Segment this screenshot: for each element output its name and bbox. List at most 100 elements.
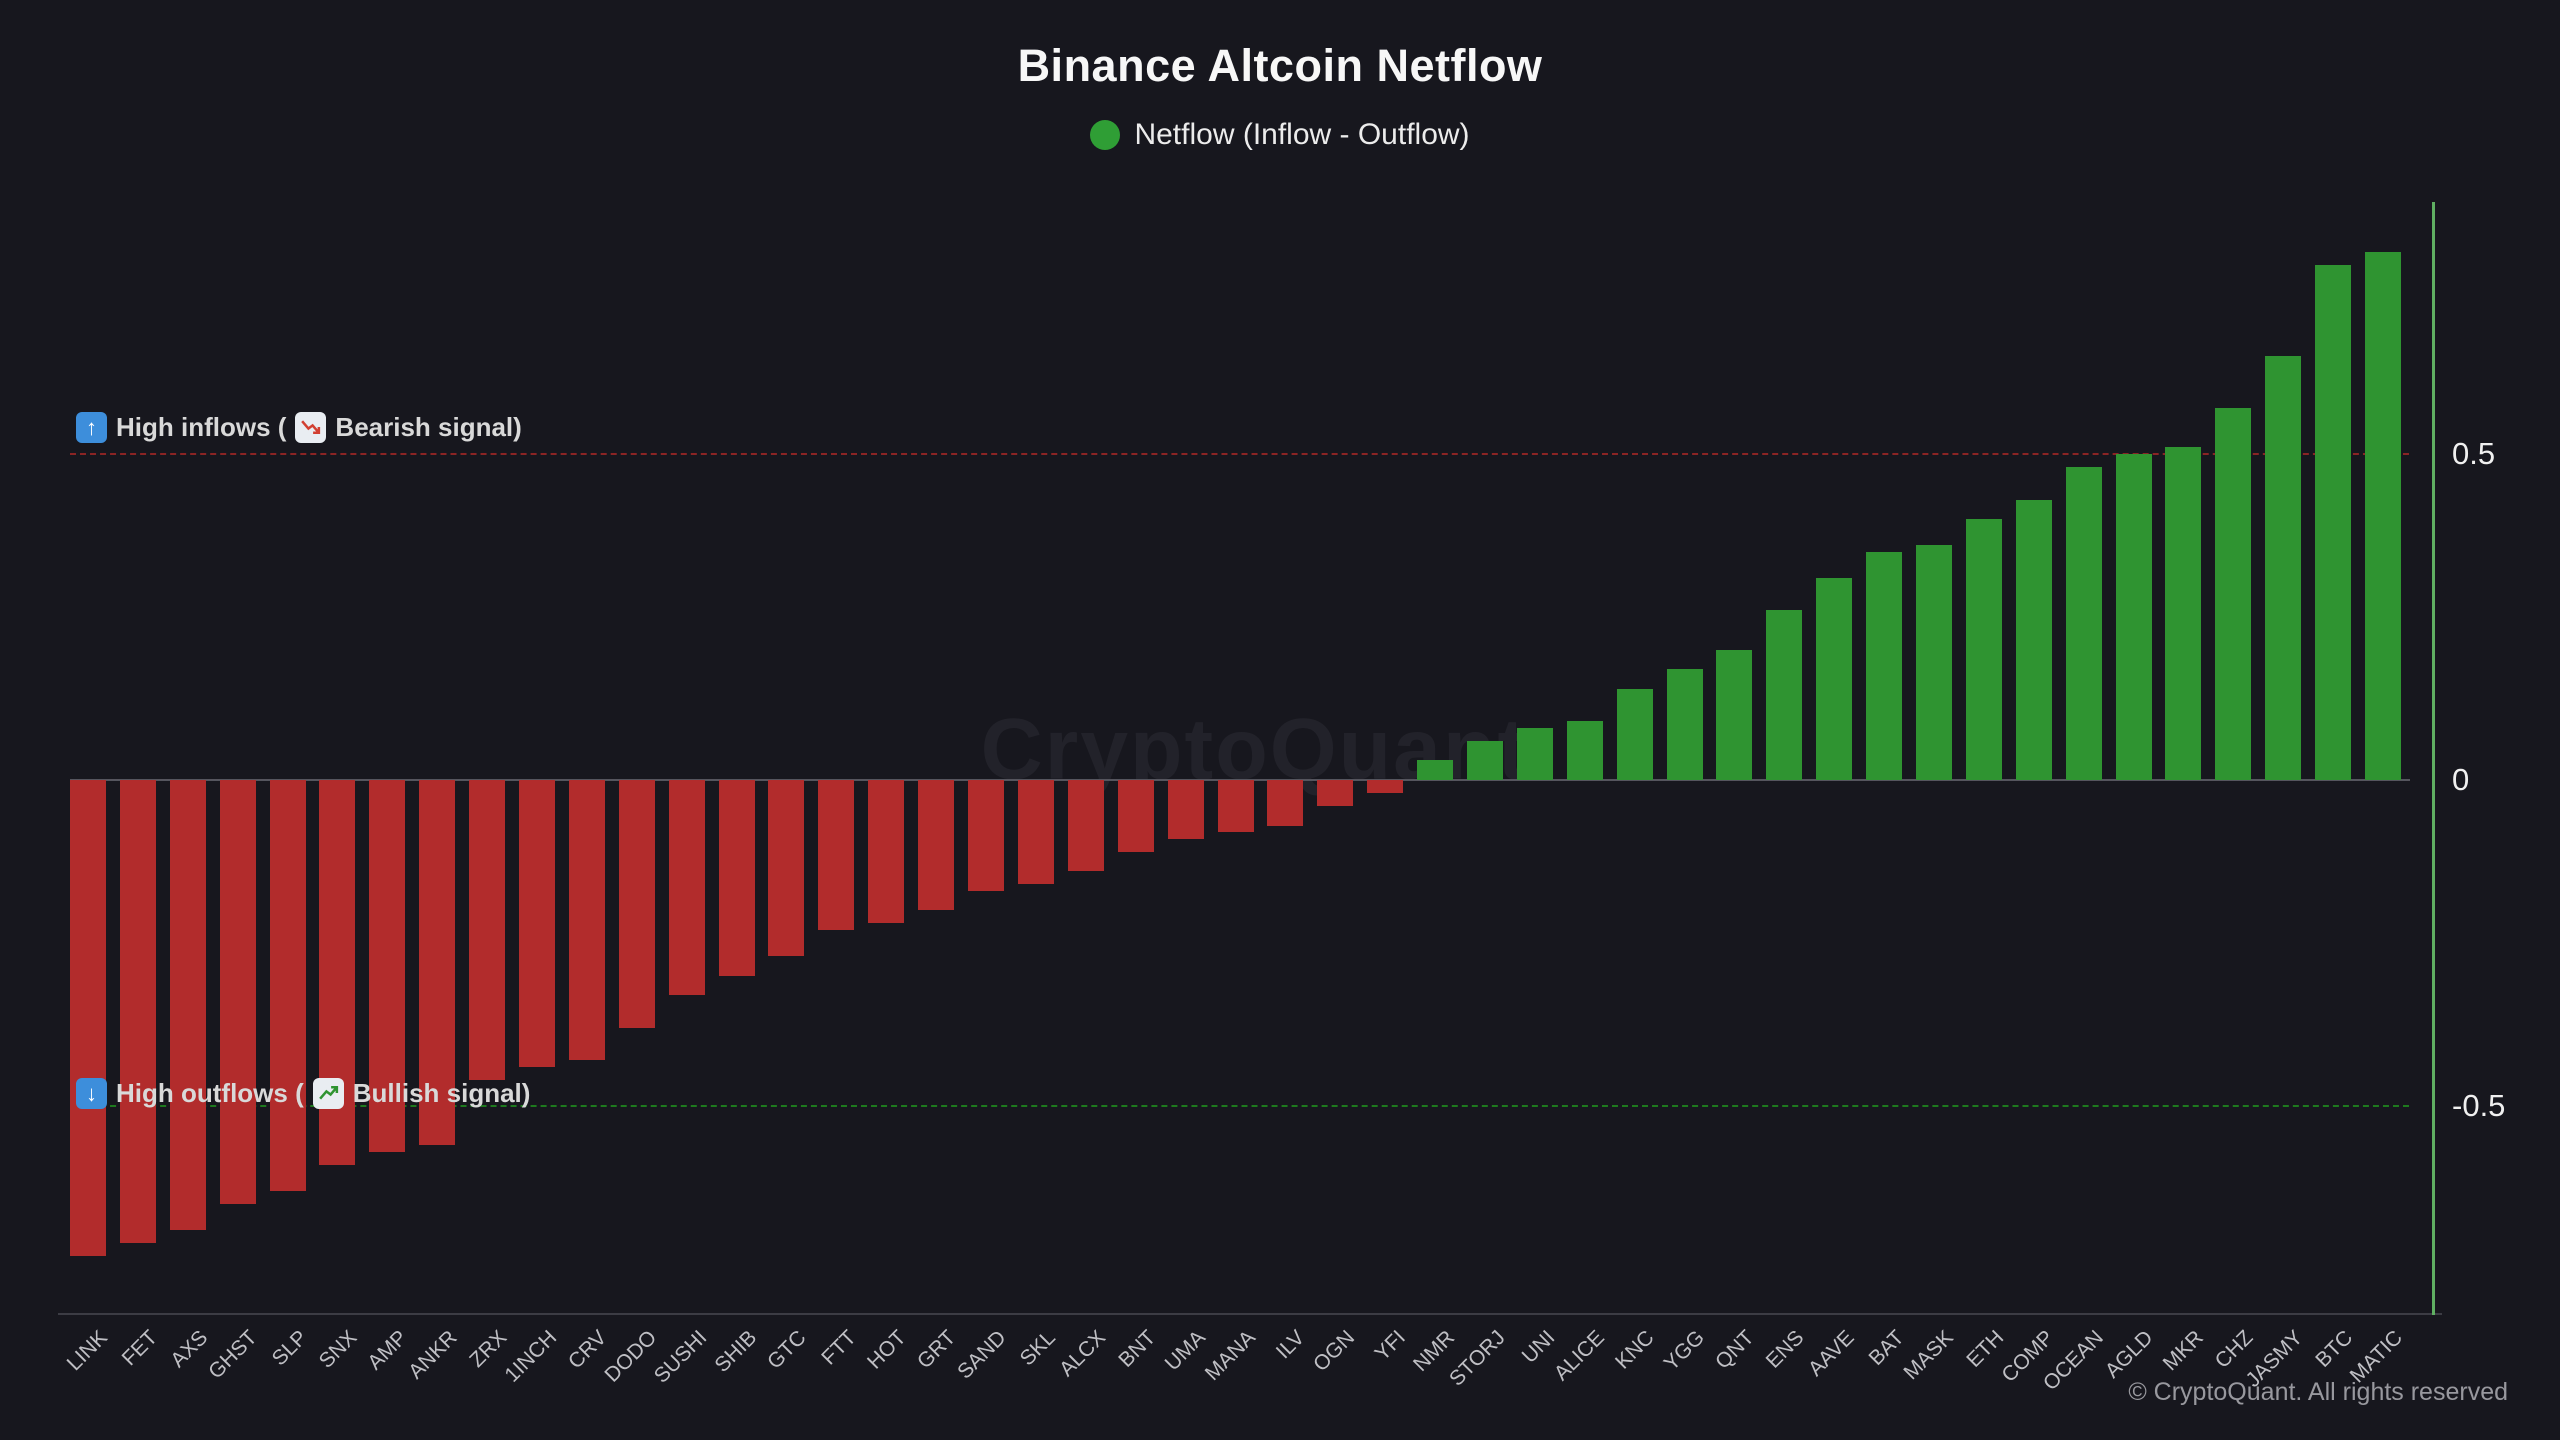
bar-1inch <box>519 780 556 1067</box>
bar-ens <box>1766 610 1803 780</box>
x-tick-mkr: MKR <box>2158 1326 2208 1376</box>
bar-sushi <box>668 780 705 996</box>
bar-matic <box>2365 251 2401 780</box>
x-tick-agld: AGLD <box>2101 1326 2158 1383</box>
bar-bat <box>1866 551 1903 780</box>
x-axis-line <box>58 1313 2442 1315</box>
bar-ilv <box>1267 780 1304 826</box>
x-tick-snx: SNX <box>314 1326 362 1373</box>
copyright-text: © CryptoQuant. All rights reserved <box>2128 1378 2508 1406</box>
bar-skl <box>1017 780 1054 885</box>
x-tick-slp: SLP <box>267 1326 312 1371</box>
bar-mkr <box>2165 447 2202 780</box>
x-tick-storj: STORJ <box>1444 1326 1510 1391</box>
bar-mask <box>1915 545 1952 780</box>
legend-label: Netflow (Inflow - Outflow) <box>1134 118 1470 151</box>
x-tick-gtc: GTC <box>763 1326 811 1374</box>
y-axis-line <box>2432 202 2435 1315</box>
chart-decreasing-icon <box>295 412 327 443</box>
bar-agld <box>2115 454 2152 780</box>
bar-btc <box>2315 264 2352 780</box>
page-title: Binance Altcoin Netflow <box>1017 40 1543 91</box>
bar-axs <box>169 780 206 1230</box>
x-tick-shib: SHIB <box>709 1326 761 1377</box>
x-tick-yfi: YFI <box>1370 1326 1410 1366</box>
bar-link <box>70 780 106 1256</box>
bar-ftt <box>818 780 855 930</box>
bar-jasmy <box>2265 356 2302 780</box>
bar-fet <box>119 780 156 1243</box>
high-inflows-annotation: ↑ High inflows ( Bearish signal) <box>76 412 522 443</box>
x-tick-alice: ALICE <box>1549 1326 1610 1386</box>
x-tick-sushi: SUSHI <box>649 1326 711 1388</box>
bar-ygg <box>1666 669 1703 780</box>
bar-sand <box>968 780 1005 891</box>
legend-dot-icon <box>1090 120 1121 150</box>
bearish-signal-label: Bearish signal) <box>335 412 522 442</box>
x-tick-fet: FET <box>117 1326 163 1371</box>
bar-dodo <box>618 780 655 1028</box>
bar-bnt <box>1117 780 1154 852</box>
bar-ogn <box>1317 780 1354 807</box>
bar-knc <box>1616 688 1653 780</box>
x-tick-ankr: ANKR <box>403 1326 462 1384</box>
x-tick-link: LINK <box>62 1326 113 1376</box>
legend: Netflow (Inflow - Outflow) <box>0 118 2560 152</box>
high-inflows-label: High inflows ( <box>116 412 287 442</box>
bar-uma <box>1167 780 1204 839</box>
bar-hot <box>868 780 905 924</box>
bar-storj <box>1466 740 1503 780</box>
bullish-signal-label: Bullish signal) <box>352 1078 531 1108</box>
x-tick-hot: HOT <box>862 1326 911 1374</box>
arrow-down-icon: ↓ <box>76 1078 107 1109</box>
bar-mana <box>1217 780 1254 833</box>
high-outflows-label: High outflows ( <box>116 1078 304 1108</box>
y-tick-0.5: 0.5 <box>2452 436 2496 471</box>
bar-nmr <box>1417 760 1454 780</box>
y-tick--0.5: -0.5 <box>2452 1088 2506 1123</box>
bar-eth <box>1965 519 2002 780</box>
x-tick-sand: SAND <box>952 1326 1011 1384</box>
x-tick-uni: UNI <box>1517 1326 1560 1368</box>
bar-qnt <box>1716 649 1753 780</box>
bar-ghst <box>219 780 256 1204</box>
chart-increasing-icon <box>312 1078 344 1109</box>
x-tick-ygg: YGG <box>1659 1326 1709 1376</box>
bar-ocean <box>2065 467 2102 780</box>
bar-zrx <box>469 780 506 1080</box>
x-tick-bnt: BNT <box>1114 1326 1160 1372</box>
bar-yfi <box>1367 780 1404 794</box>
bar-uni <box>1516 727 1553 780</box>
bar-alice <box>1566 721 1603 780</box>
bar-comp <box>2015 499 2052 780</box>
x-tick-mana: MANA <box>1200 1326 1260 1386</box>
bar-alcx <box>1067 780 1104 872</box>
bar-gtc <box>768 780 805 957</box>
high-outflows-annotation: ↓ High outflows ( Bullish signal) <box>76 1078 530 1109</box>
bar-crv <box>568 780 605 1061</box>
x-tick-ghst: GHST <box>204 1326 262 1384</box>
x-tick-alcx: ALCX <box>1055 1326 1111 1382</box>
x-tick-knc: KNC <box>1611 1326 1659 1374</box>
x-tick-aave: AAVE <box>1803 1326 1859 1381</box>
bar-amp <box>369 780 406 1152</box>
x-tick-ftt: FTT <box>817 1326 861 1370</box>
x-tick-mask: MASK <box>1899 1326 1959 1385</box>
x-tick-ilv: ILV <box>1272 1326 1310 1364</box>
y-tick-0: 0 <box>2452 762 2470 797</box>
bar-ankr <box>419 780 456 1146</box>
threshold-line-high-inflows-threshold <box>70 453 2409 455</box>
x-tick-dodo: DODO <box>600 1326 662 1387</box>
bar-slp <box>269 780 306 1191</box>
threshold-line-high-outflows-threshold <box>70 1105 2409 1107</box>
arrow-up-icon: ↑ <box>76 412 107 443</box>
bar-grt <box>918 780 955 911</box>
x-tick-ens: ENS <box>1761 1326 1809 1373</box>
bar-chz <box>2215 408 2252 780</box>
bar-shib <box>718 780 755 976</box>
x-tick-qnt: QNT <box>1711 1326 1759 1374</box>
x-tick-ogn: OGN <box>1309 1326 1360 1377</box>
bar-aave <box>1816 577 1853 780</box>
